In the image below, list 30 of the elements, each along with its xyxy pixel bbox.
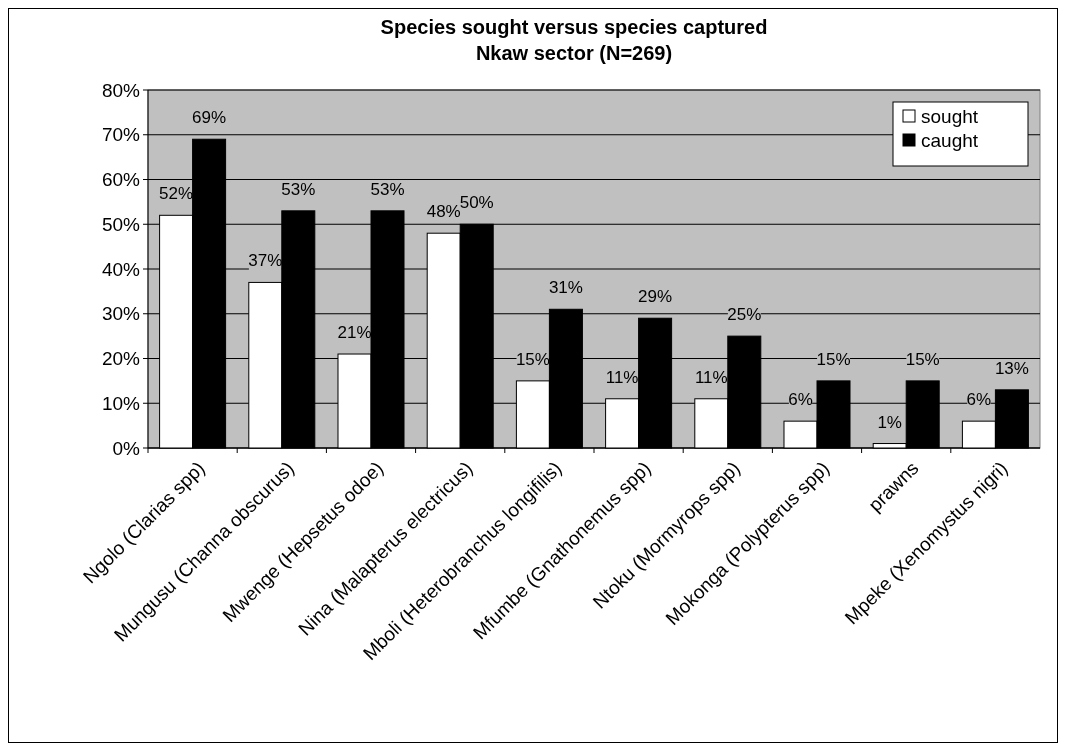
data-label: 48% [426, 202, 461, 222]
data-label: 11% [605, 367, 639, 387]
data-label: 15% [816, 349, 851, 369]
data-label: 1% [877, 412, 902, 432]
data-label: 50% [459, 193, 494, 213]
data-label: 25% [727, 305, 762, 325]
data-label: 69% [192, 108, 227, 128]
data-label: 29% [638, 287, 673, 307]
y-tick-label: 40% [101, 258, 141, 280]
legend-label: caught [921, 129, 979, 151]
data-label: 11% [694, 367, 728, 387]
y-tick-label: 30% [101, 303, 141, 325]
legend-label: sought [921, 105, 979, 127]
y-tick-label: 80% [101, 79, 141, 101]
data-label: 6% [788, 390, 813, 410]
y-tick-label: 10% [101, 392, 141, 414]
data-label: 21% [337, 323, 372, 343]
data-label: 53% [370, 179, 405, 199]
chart-subtitle: Nkaw sector (N=269) [475, 42, 673, 64]
y-tick-label: 60% [101, 169, 141, 191]
y-tick-label: 70% [101, 124, 141, 146]
data-label: 31% [548, 278, 583, 298]
data-label: 53% [281, 179, 316, 199]
data-label: 15% [905, 349, 940, 369]
chart-title: Species sought versus species captured [380, 16, 768, 38]
y-tick-label: 0% [112, 437, 141, 459]
data-label: 6% [966, 390, 992, 410]
y-tick-label: 50% [101, 213, 141, 235]
y-tick-label: 20% [101, 348, 141, 370]
data-label: 13% [994, 358, 1029, 378]
